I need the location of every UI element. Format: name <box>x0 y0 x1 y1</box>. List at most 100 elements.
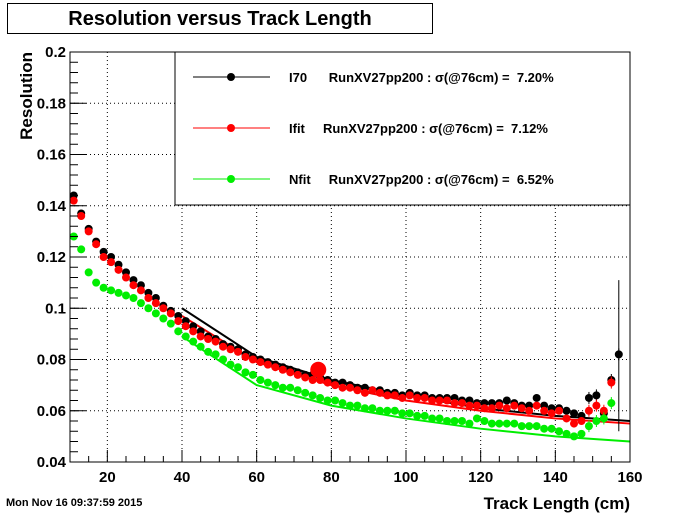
legend-entry-nfit: Nfit RunXV27pp200 : σ(@76cm) = 6.52% <box>193 172 554 187</box>
series-i70 <box>69 191 623 420</box>
data-point <box>495 401 504 410</box>
data-point <box>301 373 310 382</box>
series-nfit <box>69 232 616 441</box>
data-point <box>360 388 369 397</box>
data-point <box>592 391 601 400</box>
data-point <box>181 332 190 341</box>
data-point <box>338 399 347 408</box>
data-point <box>472 414 481 423</box>
x-tick-label: 100 <box>393 469 418 486</box>
data-point <box>540 406 549 415</box>
data-point <box>472 401 481 410</box>
data-point <box>122 273 130 282</box>
data-point <box>570 419 578 428</box>
x-tick-label: 120 <box>468 469 493 486</box>
data-point <box>443 417 452 425</box>
data-point <box>92 240 101 249</box>
data-point <box>129 281 138 290</box>
data-point <box>323 378 332 387</box>
data-point <box>577 429 586 438</box>
reference-point-76cm <box>310 361 327 378</box>
data-point <box>584 393 593 402</box>
data-point <box>241 352 250 361</box>
data-point <box>607 378 616 387</box>
data-point <box>480 404 489 413</box>
data-point <box>502 396 511 405</box>
x-axis-label: Track Length (cm) <box>484 494 630 513</box>
data-point <box>607 399 616 408</box>
data-point <box>413 411 422 420</box>
y-tick-labels: 0.04 0.06 0.08 0.1 0.12 0.14 0.16 0.18 0.2 <box>37 44 67 471</box>
data-point <box>487 419 496 428</box>
legend-marker-nfit <box>227 175 235 183</box>
y-tick-label: 0.04 <box>37 454 67 471</box>
data-point <box>435 414 444 423</box>
data-point <box>465 419 474 428</box>
data-point <box>517 422 526 431</box>
data-point <box>517 404 526 413</box>
data-point <box>502 419 511 428</box>
data-point <box>256 376 265 384</box>
data-point <box>316 376 325 384</box>
data-point <box>263 360 272 369</box>
data-point <box>159 304 168 313</box>
y-tick-label: 0.2 <box>45 44 66 61</box>
y-tick-label: 0.08 <box>37 352 66 369</box>
data-point <box>465 401 474 410</box>
data-point <box>204 335 213 343</box>
data-point <box>502 404 511 413</box>
y-axis-label: Resolution <box>17 52 36 140</box>
chart-title: Resolution versus Track Length <box>68 8 372 30</box>
y-tick-label: 0.14 <box>37 198 67 215</box>
footer-timestamp: Mon Nov 16 09:37:59 2015 <box>6 497 143 509</box>
data-point <box>532 401 541 410</box>
data-point <box>495 419 504 428</box>
y-tick-label: 0.16 <box>37 147 66 164</box>
data-point <box>286 383 295 392</box>
data-point <box>107 286 116 295</box>
data-point <box>360 404 369 413</box>
data-point <box>144 294 153 302</box>
data-point <box>196 332 205 341</box>
data-point <box>584 422 593 431</box>
data-point <box>413 393 422 402</box>
data-point <box>331 396 340 405</box>
data-point <box>375 406 384 415</box>
data-point <box>398 409 407 418</box>
data-point <box>405 409 414 418</box>
data-point <box>181 322 190 331</box>
data-point <box>219 355 228 364</box>
data-point <box>92 278 101 287</box>
data-point <box>136 286 145 295</box>
data-point <box>353 386 362 395</box>
data-point <box>547 409 556 418</box>
data-point <box>114 265 123 274</box>
data-point <box>570 432 578 441</box>
data-point <box>599 414 608 423</box>
data-point <box>487 404 496 413</box>
data-point <box>532 422 541 431</box>
data-point <box>316 393 325 402</box>
data-point <box>196 342 205 351</box>
data-point <box>256 358 265 367</box>
x-tick-label: 140 <box>543 469 568 486</box>
data-point <box>308 391 317 400</box>
data-point <box>398 393 407 402</box>
data-point <box>84 268 93 277</box>
data-point <box>338 383 347 392</box>
data-point <box>293 370 302 379</box>
data-point <box>570 409 578 418</box>
data-point <box>301 388 310 397</box>
legend-label-i70: I70 RunXV27pp200 : σ(@76cm) = 7.20% <box>289 70 554 85</box>
data-point <box>510 419 519 428</box>
data-point <box>129 294 138 302</box>
data-point <box>151 309 160 318</box>
data-point <box>211 350 220 359</box>
data-point <box>428 396 437 405</box>
x-tick-label: 60 <box>248 469 265 486</box>
data-point <box>99 253 108 261</box>
legend-marker-ifit <box>227 124 235 132</box>
data-point <box>174 317 183 326</box>
data-point <box>368 404 377 413</box>
